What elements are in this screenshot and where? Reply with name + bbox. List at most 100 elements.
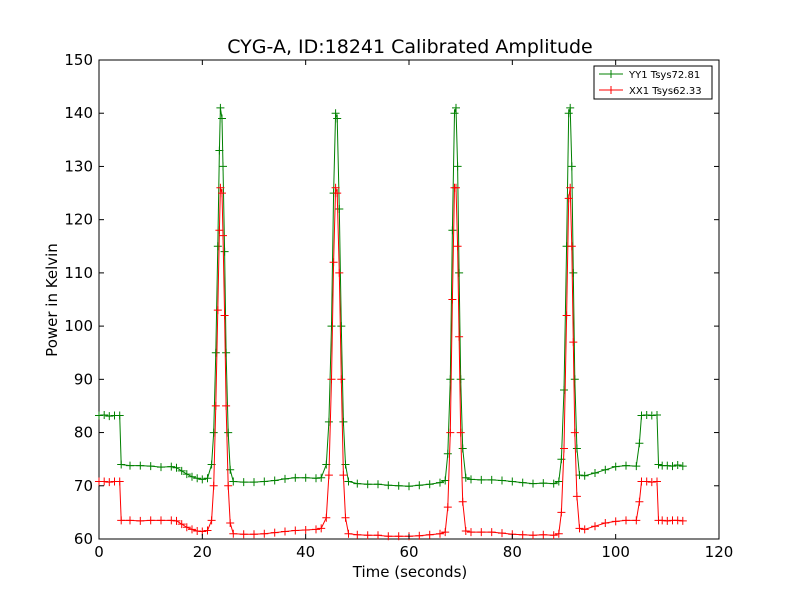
data-point bbox=[216, 183, 225, 192]
data-point bbox=[673, 461, 682, 469]
series-layer bbox=[95, 103, 687, 541]
data-point bbox=[653, 411, 661, 419]
x-tick-label: 120 bbox=[705, 543, 734, 561]
data-point bbox=[229, 529, 238, 538]
data-point bbox=[222, 348, 231, 357]
data-point bbox=[218, 189, 226, 198]
data-point bbox=[455, 268, 464, 277]
data-point bbox=[353, 530, 362, 539]
data-point bbox=[193, 474, 202, 483]
data-point bbox=[458, 497, 467, 506]
data-point bbox=[215, 146, 224, 155]
data-point bbox=[560, 444, 568, 453]
data-point bbox=[632, 516, 641, 525]
data-point bbox=[337, 375, 346, 384]
x-tick-label: 60 bbox=[399, 543, 418, 561]
data-point bbox=[415, 531, 424, 540]
y-tick-label: 110 bbox=[64, 264, 93, 282]
data-point bbox=[601, 465, 610, 474]
data-point bbox=[209, 428, 218, 437]
data-point bbox=[467, 475, 475, 484]
legend-marker-xx1 bbox=[607, 86, 615, 94]
data-point bbox=[188, 525, 196, 534]
data-point bbox=[452, 103, 460, 112]
series-0 bbox=[95, 103, 687, 491]
y-tick-label: 150 bbox=[64, 51, 93, 69]
data-point bbox=[172, 516, 181, 525]
data-point bbox=[564, 109, 573, 118]
data-point bbox=[117, 516, 126, 525]
data-point bbox=[312, 525, 320, 534]
data-point bbox=[554, 477, 563, 486]
data-point bbox=[394, 481, 403, 490]
series-1 bbox=[95, 183, 687, 541]
data-point bbox=[105, 412, 114, 421]
data-point bbox=[647, 478, 656, 487]
data-point bbox=[622, 516, 630, 525]
data-point bbox=[622, 461, 630, 470]
data-point bbox=[635, 497, 644, 506]
data-point bbox=[146, 516, 155, 525]
data-point bbox=[557, 508, 566, 517]
data-point bbox=[226, 519, 235, 527]
data-point bbox=[322, 513, 331, 522]
data-point bbox=[339, 417, 348, 426]
data-point bbox=[100, 411, 109, 419]
data-point bbox=[461, 473, 470, 482]
y-tick-label: 60 bbox=[74, 530, 93, 548]
data-point bbox=[518, 478, 527, 487]
data-point bbox=[260, 477, 269, 486]
data-point bbox=[564, 194, 573, 203]
data-point bbox=[487, 475, 496, 484]
data-point bbox=[291, 473, 300, 482]
data-point bbox=[146, 462, 155, 471]
data-point bbox=[569, 268, 578, 277]
data-point bbox=[344, 477, 353, 486]
data-point bbox=[450, 109, 459, 118]
data-point bbox=[270, 528, 279, 537]
data-point bbox=[281, 474, 289, 483]
plot-area bbox=[98, 59, 720, 540]
data-point bbox=[203, 474, 212, 483]
data-point bbox=[327, 375, 336, 384]
data-point bbox=[425, 530, 434, 539]
data-point bbox=[384, 532, 393, 541]
data-point bbox=[301, 526, 310, 534]
data-point bbox=[291, 526, 300, 535]
data-point bbox=[415, 481, 424, 490]
data-point bbox=[678, 516, 687, 525]
series-line bbox=[99, 187, 683, 537]
data-point bbox=[441, 528, 450, 537]
data-point bbox=[222, 401, 231, 410]
data-point bbox=[518, 530, 527, 539]
legend-label-xx1: XX1 Tsys62.33 bbox=[629, 86, 702, 97]
data-point bbox=[632, 462, 641, 471]
data-point bbox=[136, 516, 145, 525]
data-point bbox=[570, 428, 579, 437]
data-point bbox=[215, 226, 224, 235]
data-point bbox=[508, 477, 517, 486]
data-point bbox=[453, 242, 462, 251]
data-point bbox=[211, 348, 220, 357]
data-point bbox=[455, 332, 464, 341]
data-point bbox=[209, 481, 218, 490]
data-point bbox=[498, 476, 506, 485]
data-point bbox=[446, 375, 455, 384]
data-point bbox=[115, 411, 124, 420]
data-point bbox=[539, 479, 548, 488]
y-tick-label: 120 bbox=[64, 211, 93, 229]
data-point bbox=[363, 480, 372, 489]
data-point bbox=[344, 529, 353, 538]
data-point bbox=[229, 477, 238, 486]
data-point bbox=[461, 527, 470, 535]
data-point bbox=[562, 311, 571, 320]
data-point bbox=[642, 477, 651, 486]
data-point bbox=[498, 529, 506, 538]
data-point bbox=[213, 242, 222, 251]
data-point bbox=[177, 520, 186, 529]
data-point bbox=[572, 444, 581, 453]
data-point bbox=[591, 522, 599, 531]
x-tick-label: 0 bbox=[94, 543, 104, 561]
data-point bbox=[239, 478, 248, 487]
